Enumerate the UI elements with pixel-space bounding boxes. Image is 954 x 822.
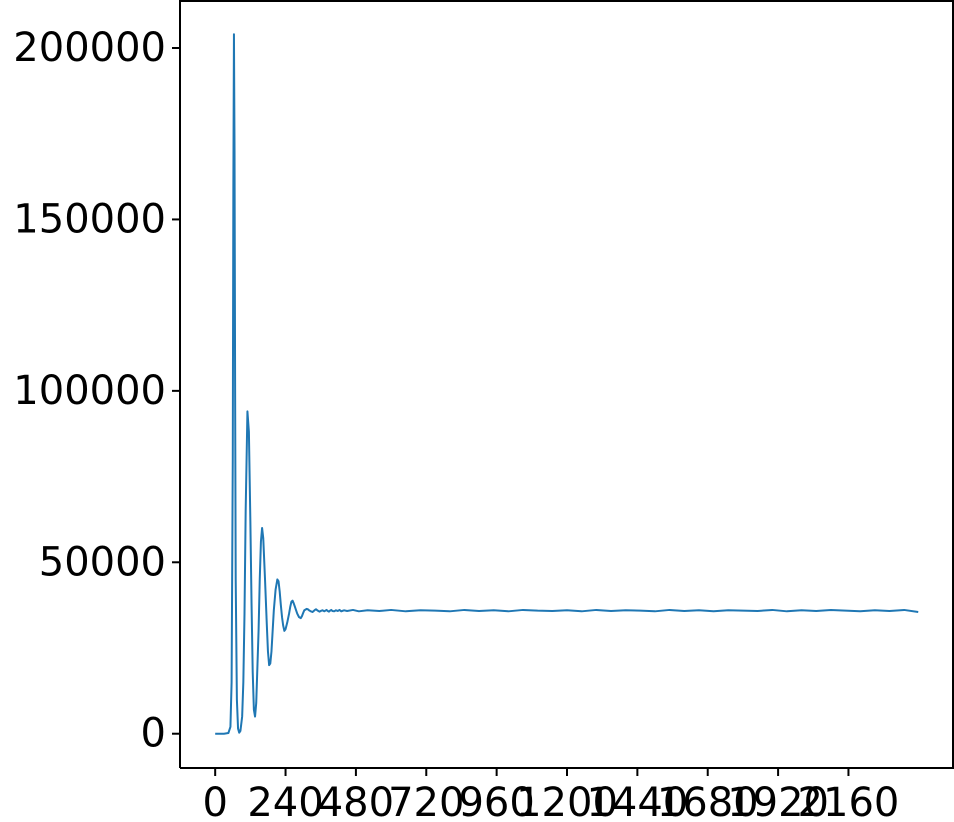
x-tick-label: 2160	[798, 780, 900, 822]
y-axis-ticks: 0 50000 100000 150000 200000	[13, 25, 180, 757]
y-tick-label: 150000	[13, 196, 166, 242]
series-line	[215, 33, 919, 735]
x-tick-label: 480	[318, 780, 394, 822]
y-tick-label: 200000	[13, 25, 166, 71]
y-tick-label: 100000	[13, 368, 166, 414]
x-tick-label: 0	[202, 780, 227, 822]
y-tick-label: 50000	[39, 539, 166, 585]
x-tick-label: 1920	[727, 780, 829, 822]
y-tick-label: 0	[141, 711, 166, 757]
x-tick-label: 720	[388, 780, 464, 822]
x-tick-label: 1440	[586, 780, 688, 822]
axes-frame	[179, 0, 954, 769]
x-tick-label: 1200	[516, 780, 618, 822]
plot-area	[215, 33, 919, 735]
x-tick-label: 1680	[657, 780, 759, 822]
x-tick-label: 960	[458, 780, 534, 822]
x-tick-label: 240	[247, 780, 323, 822]
